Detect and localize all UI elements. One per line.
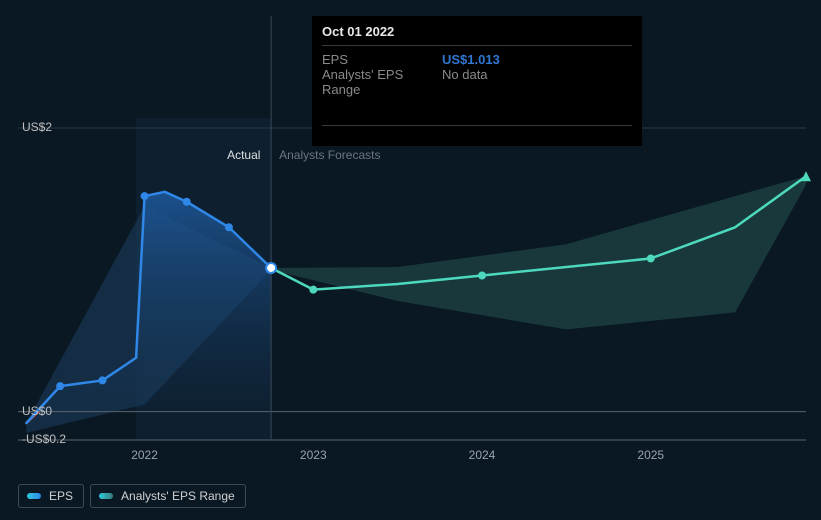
- legend-item-range[interactable]: Analysts' EPS Range: [90, 484, 246, 508]
- legend-swatch-icon: [99, 493, 113, 499]
- y-axis-tick-label: -US$0.2: [22, 432, 821, 446]
- eps-forecast-end-marker[interactable]: [801, 171, 811, 181]
- chart-root: Oct 01 2022 EPSUS$1.013Analysts' EPS Ran…: [0, 0, 821, 520]
- tooltip-row-label: Analysts' EPS Range: [322, 67, 442, 97]
- legend-item-label: Analysts' EPS Range: [121, 489, 235, 503]
- tooltip-date: Oct 01 2022: [322, 24, 632, 39]
- y-axis-tick-label: US$0: [22, 404, 821, 418]
- eps-actual-marker[interactable]: [225, 223, 233, 231]
- legend-swatch-icon: [27, 493, 41, 499]
- eps-forecast-marker[interactable]: [309, 286, 317, 294]
- tooltip-row-value: US$1.013: [442, 52, 500, 67]
- eps-forecast-marker[interactable]: [647, 254, 655, 262]
- tooltip-row-label: EPS: [322, 52, 442, 67]
- tooltip-divider: [322, 45, 632, 46]
- analysts-range-forecast: [271, 176, 806, 329]
- tooltip-row-value: No data: [442, 67, 488, 97]
- x-axis-tick-label: 2023: [300, 448, 327, 462]
- forecast-region-label: Analysts Forecasts: [279, 148, 380, 162]
- tooltip-row: Analysts' EPS RangeNo data: [322, 67, 632, 97]
- eps-actual-marker[interactable]: [141, 192, 149, 200]
- eps-actual-marker[interactable]: [98, 376, 106, 384]
- eps-actual-marker[interactable]: [56, 382, 64, 390]
- legend-item-label: EPS: [49, 489, 73, 503]
- y-axis-tick-label: US$2: [22, 120, 821, 134]
- x-axis-tick-label: 2025: [637, 448, 664, 462]
- eps-actual-marker[interactable]: [183, 198, 191, 206]
- tooltip-row: EPSUS$1.013: [322, 52, 632, 67]
- x-axis-tick-label: 2024: [469, 448, 496, 462]
- x-axis-tick-label: 2022: [131, 448, 158, 462]
- actual-region-label: Actual: [227, 148, 260, 162]
- legend-item-eps[interactable]: EPS: [18, 484, 84, 508]
- eps-forecast-marker[interactable]: [478, 271, 486, 279]
- legend: EPS Analysts' EPS Range: [18, 484, 246, 508]
- eps-actual-marker[interactable]: [266, 263, 276, 273]
